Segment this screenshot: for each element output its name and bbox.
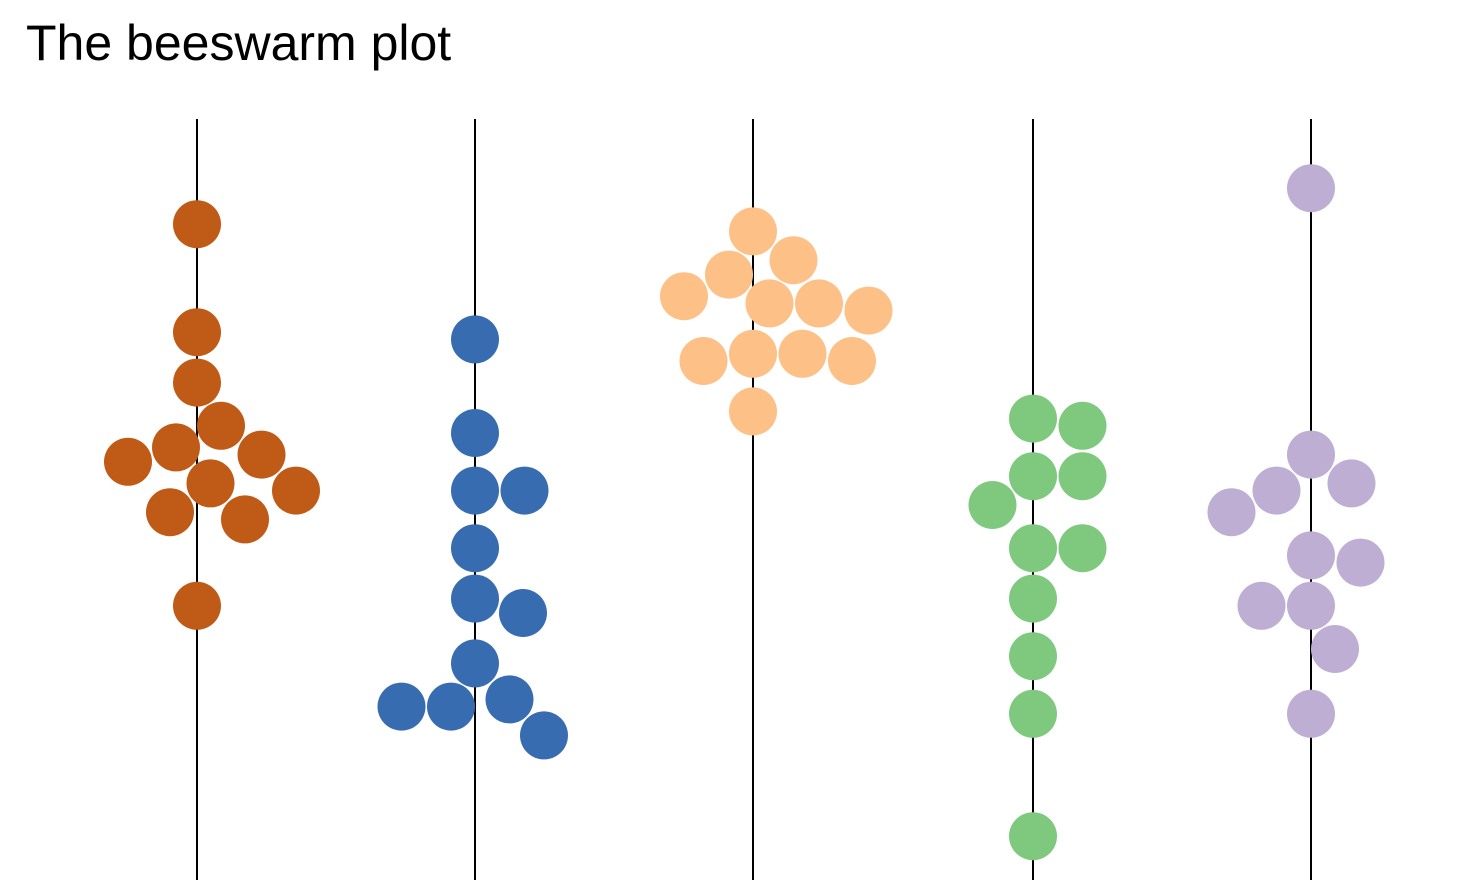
data-point: [451, 639, 499, 688]
data-point: [173, 200, 221, 249]
series-3: [660, 119, 893, 880]
data-point: [828, 337, 876, 385]
data-point: [1058, 452, 1107, 501]
series-2: [377, 119, 568, 880]
data-point: [729, 207, 777, 256]
data-point: [778, 329, 827, 378]
data-point: [1287, 164, 1335, 213]
series-4: [968, 119, 1107, 880]
data-point: [1336, 538, 1385, 587]
series-5: [1207, 119, 1385, 880]
data-point: [1009, 812, 1057, 861]
data-point: [1009, 689, 1057, 738]
chart-title: The beeswarm plot: [26, 15, 452, 71]
data-point: [1311, 625, 1359, 673]
data-point: [968, 481, 1017, 529]
data-point: [377, 682, 426, 731]
data-point: [451, 409, 499, 457]
data-point: [173, 308, 221, 357]
data-point: [451, 524, 499, 573]
data-point: [1327, 459, 1376, 508]
data-point: [745, 279, 794, 328]
data-point: [1287, 531, 1335, 580]
data-point: [769, 236, 818, 285]
data-point: [1058, 524, 1107, 573]
data-point: [1009, 394, 1057, 443]
data-point: [1058, 401, 1107, 450]
data-point: [485, 675, 534, 724]
data-point: [679, 337, 728, 385]
data-point: [1287, 581, 1335, 630]
data-point: [272, 466, 320, 515]
data-point: [499, 589, 547, 637]
data-point: [1287, 689, 1335, 738]
data-point: [152, 423, 200, 472]
data-point: [660, 272, 708, 321]
data-point: [451, 315, 499, 364]
data-point: [795, 279, 843, 328]
data-point: [1207, 488, 1256, 537]
data-point: [104, 437, 152, 486]
data-point: [1252, 466, 1301, 515]
data-point: [451, 466, 499, 515]
data-point: [427, 682, 475, 731]
series-1: [104, 119, 320, 880]
data-point: [146, 488, 194, 537]
data-point: [1009, 632, 1057, 681]
data-point: [197, 401, 245, 450]
data-point: [1287, 430, 1335, 479]
data-point: [729, 329, 777, 378]
data-point: [173, 358, 221, 407]
data-point: [705, 250, 753, 299]
data-point: [500, 466, 549, 515]
data-point: [1009, 452, 1057, 501]
data-point: [1009, 574, 1057, 623]
data-point: [1009, 524, 1057, 573]
data-point: [1237, 581, 1286, 630]
data-point: [844, 286, 893, 335]
data-point: [729, 387, 777, 436]
data-point: [221, 495, 269, 544]
data-point: [186, 459, 235, 508]
data-point: [237, 430, 286, 479]
data-point: [173, 581, 221, 630]
data-point: [451, 574, 499, 623]
data-point: [520, 711, 568, 760]
